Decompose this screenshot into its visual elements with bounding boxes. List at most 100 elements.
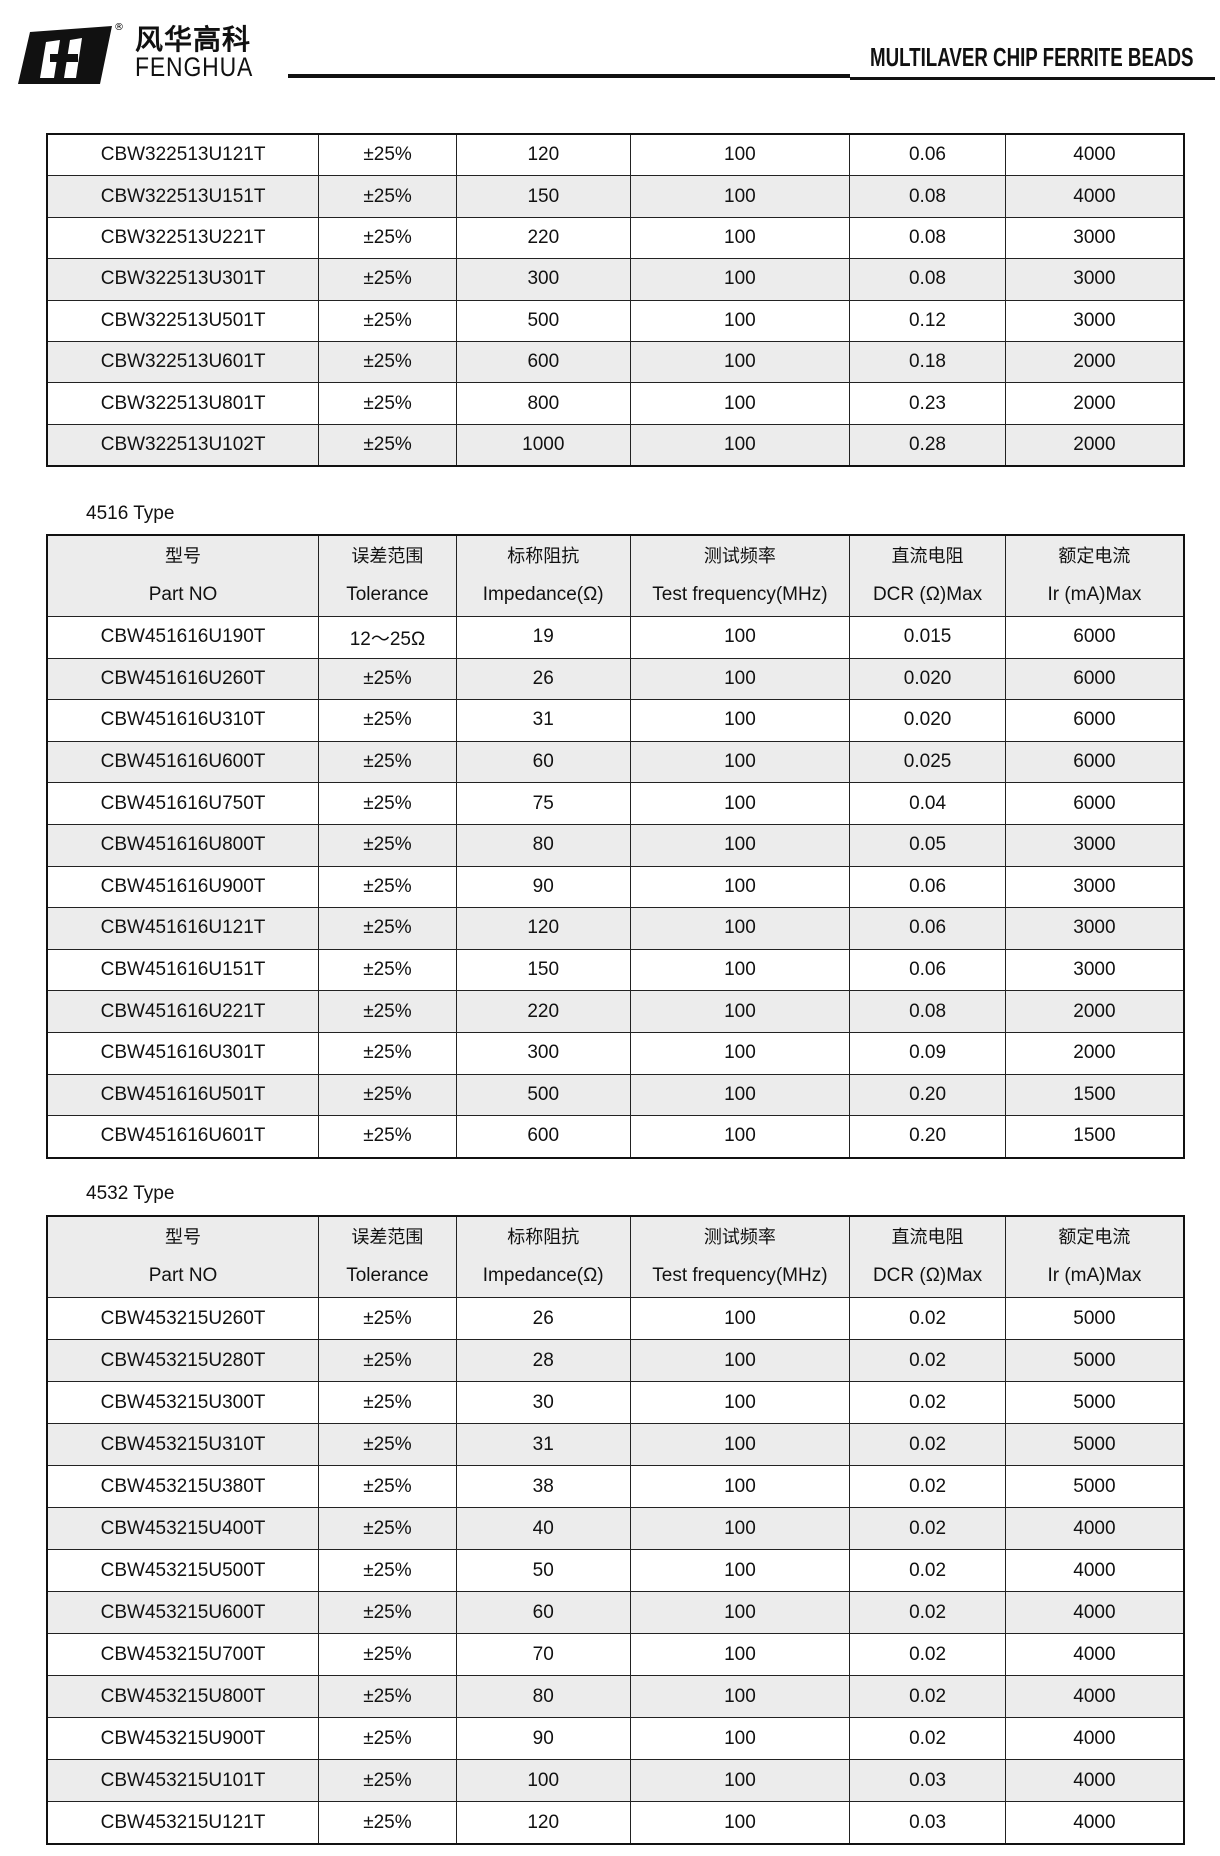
- table-cell: 100: [629, 616, 851, 659]
- table-cell: 0.020: [849, 699, 1006, 742]
- table-cell: 0.20: [849, 1115, 1006, 1159]
- table-cell: 60: [455, 1591, 631, 1634]
- column-header: 测试频率 Test frequency(MHz): [629, 1215, 851, 1298]
- table-row: CBW453215U800T ±25% 80 100 0.02 4000: [46, 1675, 1185, 1718]
- table-cell: ±25%: [318, 907, 457, 950]
- table-cell: ±25%: [318, 299, 457, 342]
- column-header-en: DCR (Ω)Max: [872, 584, 983, 605]
- table-row: CBW322513U121T ±25% 120 100 0.06 4000: [46, 133, 1185, 177]
- table-cell: ±25%: [318, 340, 457, 384]
- table-cell: 3000: [1004, 258, 1185, 301]
- table-row: CBW322513U301T ±25% 300 100 0.08 3000: [46, 258, 1185, 301]
- table-cell: ±25%: [318, 1073, 457, 1117]
- table-cell: 4000: [1004, 1801, 1185, 1845]
- table-cell: 5000: [1004, 1465, 1185, 1508]
- table-cell: 150: [455, 175, 631, 218]
- column-header-cn: 误差范围: [351, 546, 424, 567]
- table-cell: ±25%: [318, 1675, 457, 1718]
- table-row: CBW451616U601T ±25% 600 100 0.20 1500: [46, 1115, 1185, 1159]
- table-cell: CBW322513U151T: [46, 175, 320, 218]
- table-cell: ±25%: [318, 699, 457, 742]
- table-cell: 300: [455, 258, 631, 301]
- table-cell: 2000: [1004, 990, 1185, 1033]
- table-row: CBW453215U310T ±25% 31 100 0.02 5000: [46, 1423, 1185, 1466]
- table-cell: CBW322513U102T: [46, 423, 320, 467]
- header-rule-right: [850, 77, 1215, 80]
- table-cell: 0.02: [849, 1549, 1006, 1592]
- table-cell: 4000: [1004, 1675, 1185, 1718]
- table-cell: 6000: [1004, 740, 1185, 784]
- column-header-cn: 额定电流: [1058, 546, 1131, 567]
- column-header-cn: 标称阻抗: [507, 1227, 580, 1248]
- table-cell: 120: [455, 133, 631, 177]
- column-header-cn: 型号: [165, 1227, 202, 1248]
- table-cell: 0.06: [849, 907, 1006, 950]
- table-cell: 0.18: [849, 340, 1006, 384]
- table-cell: 0.025: [849, 740, 1006, 784]
- table-cell: 100: [629, 657, 851, 701]
- table-cell: 100: [629, 907, 851, 950]
- table-cell: 60: [455, 740, 631, 784]
- table-cell: 4000: [1004, 1549, 1185, 1592]
- table-cell: 75: [455, 782, 631, 825]
- table-cell: CBW451616U260T: [46, 657, 320, 701]
- table-cell: ±25%: [318, 423, 457, 467]
- table-cell: 4000: [1004, 1507, 1185, 1550]
- table-cell: ±25%: [318, 1717, 457, 1760]
- table-cell: 2000: [1004, 1031, 1185, 1075]
- table-cell: 4000: [1004, 1717, 1185, 1760]
- table-cell: 100: [629, 1633, 851, 1676]
- table-cell: 26: [455, 657, 631, 701]
- table-cell: 2000: [1004, 340, 1185, 384]
- table-cell: 100: [629, 1801, 851, 1845]
- table-row: CBW451616U260T ±25% 26 100 0.020 6000: [46, 657, 1185, 701]
- brand-name-cn: 风华高科: [135, 23, 252, 56]
- table-cell: CBW322513U301T: [46, 258, 320, 301]
- table-cell: 100: [629, 1381, 851, 1424]
- table-cell: 100: [629, 423, 851, 467]
- table-row: CBW451616U800T ±25% 80 100 0.05 3000: [46, 823, 1185, 867]
- spec-table: 型号 Part NO 误差范围 Tolerance 标称阻抗 Impedance(Ω) 测试…: [46, 1215, 1185, 1845]
- table-row: CBW451616U310T ±25% 31 100 0.020 6000: [46, 699, 1185, 742]
- table-cell: CBW453215U800T: [46, 1675, 320, 1718]
- table-cell: 100: [629, 382, 851, 425]
- table-cell: CBW451616U800T: [46, 823, 320, 867]
- table-cell: 4000: [1004, 1633, 1185, 1676]
- table-row: CBW322513U501T ±25% 500 100 0.12 3000: [46, 299, 1185, 342]
- table-cell: 100: [629, 865, 851, 909]
- brand-name-en: FENGHUA: [135, 52, 254, 82]
- table-cell: 0.03: [849, 1801, 1006, 1845]
- table-row: CBW322513U221T ±25% 220 100 0.08 3000: [46, 216, 1185, 260]
- table-cell: 3000: [1004, 823, 1185, 867]
- table-cell: 2000: [1004, 423, 1185, 467]
- table-cell: CBW451616U301T: [46, 1031, 320, 1075]
- header-row: 型号 Part NO 误差范围 Tolerance 标称阻抗 Impedance(Ω) 测试…: [46, 1215, 1185, 1298]
- table-row: CBW322513U601T ±25% 600 100 0.18 2000: [46, 340, 1185, 384]
- table-cell: 4000: [1004, 175, 1185, 218]
- table-cell: ±25%: [318, 175, 457, 218]
- column-header-en: Test frequency(MHz): [652, 1265, 828, 1286]
- table-cell: 0.08: [849, 258, 1006, 301]
- table-cell: 30: [455, 1381, 631, 1424]
- table-cell: ±25%: [318, 865, 457, 909]
- column-header: 误差范围 Tolerance: [318, 534, 457, 617]
- table-cell: CBW453215U280T: [46, 1339, 320, 1382]
- table-cell: ±25%: [318, 1115, 457, 1159]
- table-cell: CBW453215U101T: [46, 1759, 320, 1802]
- table-cell: ±25%: [318, 1339, 457, 1382]
- table-cell: 38: [455, 1465, 631, 1508]
- table-cell: 220: [455, 216, 631, 260]
- table-cell: CBW451616U310T: [46, 699, 320, 742]
- table-cell: 80: [455, 823, 631, 867]
- header-row: 型号 Part NO 误差范围 Tolerance 标称阻抗 Impedance(Ω) 测试…: [46, 534, 1185, 617]
- table-row: CBW453215U900T ±25% 90 100 0.02 4000: [46, 1717, 1185, 1760]
- column-header: 测试频率 Test frequency(MHz): [629, 534, 851, 617]
- table-cell: 100: [629, 782, 851, 825]
- table-cell: ±25%: [318, 1381, 457, 1424]
- table-row: CBW451616U750T ±25% 75 100 0.04 6000: [46, 782, 1185, 825]
- column-header: 直流电阻 DCR (Ω)Max: [849, 1215, 1006, 1298]
- column-header: 误差范围 Tolerance: [318, 1215, 457, 1298]
- table-row: CBW453215U380T ±25% 38 100 0.02 5000: [46, 1465, 1185, 1508]
- table-cell: 300: [455, 1031, 631, 1075]
- table-cell: CBW451616U750T: [46, 782, 320, 825]
